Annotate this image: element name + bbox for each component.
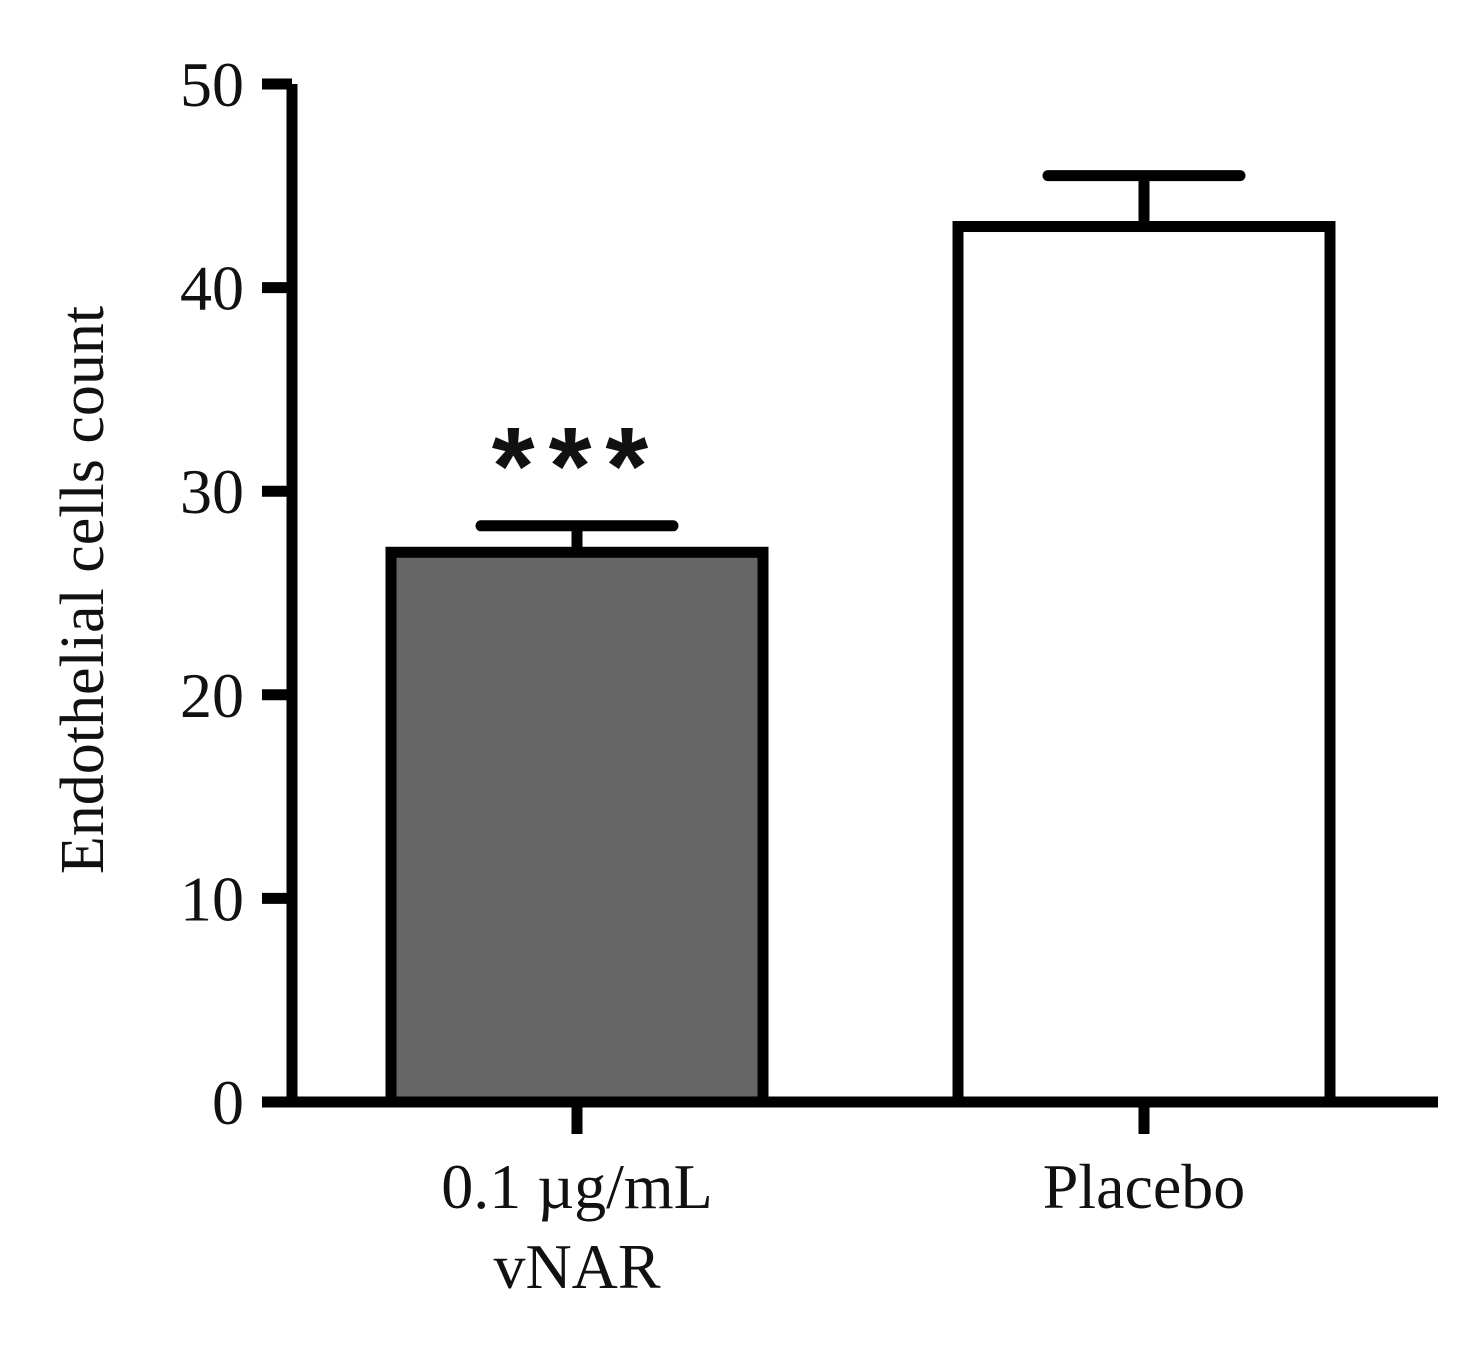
y-tick-label-50: 50 — [180, 49, 244, 120]
bar-0 — [385, 546, 769, 1108]
labels-layer: *** 0 10 20 30 40 50 0.1 µg/mL vNAR Placebo Endoth… — [49, 49, 1245, 1302]
bars-layer — [385, 170, 1336, 1108]
y-axis-label: Endothelial cells count — [49, 306, 117, 874]
y-tick-label-20: 20 — [180, 660, 244, 731]
y-tick-label-10: 10 — [180, 863, 244, 934]
y-tick-label-30: 30 — [180, 456, 244, 527]
x-tick-label-1: Placebo — [1043, 1151, 1246, 1222]
x-tick-label-0: 0.1 µg/mL vNAR — [441, 1151, 713, 1302]
axes-layer — [262, 78, 1438, 1134]
bar-1 — [952, 221, 1336, 1108]
significance-marker-0: *** — [492, 405, 662, 528]
y-tick-label-40: 40 — [180, 253, 244, 324]
y-tick-label-0: 0 — [212, 1067, 244, 1138]
